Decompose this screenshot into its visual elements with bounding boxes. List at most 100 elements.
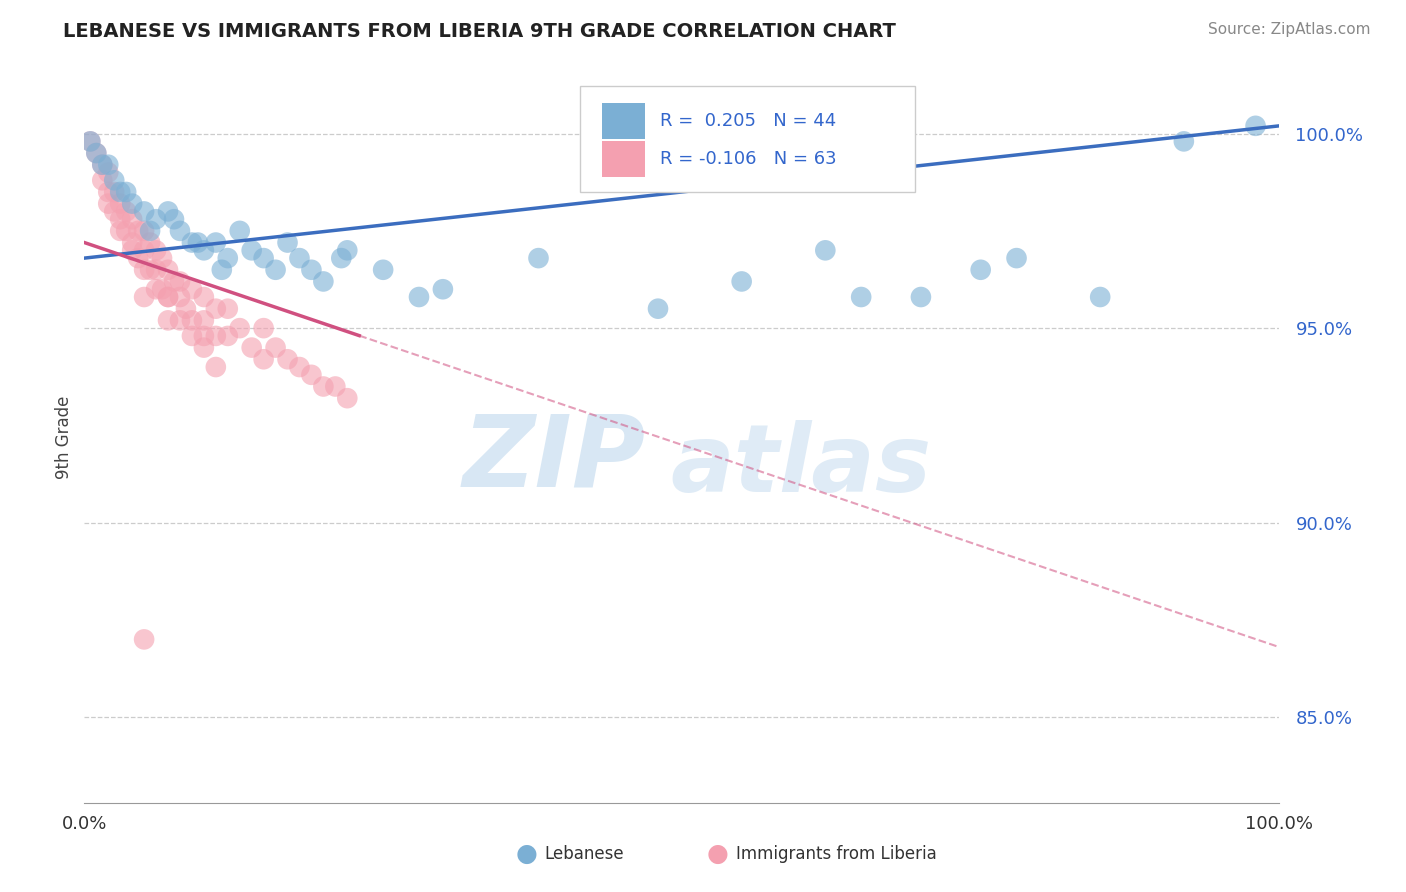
Point: [205, 329, 228, 343]
FancyBboxPatch shape: [602, 103, 645, 138]
Point: [139, 262, 162, 277]
Point: [157, 313, 180, 327]
Point: [121, 212, 143, 227]
Point: [181, 313, 204, 327]
Point: [132, 290, 156, 304]
Point: [169, 224, 191, 238]
Point: [1244, 119, 1267, 133]
Point: [910, 290, 932, 304]
Point: [115, 204, 138, 219]
Point: [193, 341, 215, 355]
Point: [432, 282, 454, 296]
Point: [103, 185, 125, 199]
Point: [217, 301, 239, 316]
Point: [336, 244, 359, 258]
Point: [127, 224, 149, 238]
Text: R = -0.106   N = 63: R = -0.106 N = 63: [661, 150, 837, 168]
Point: [229, 321, 252, 335]
Point: [731, 275, 754, 289]
Point: [373, 262, 395, 277]
Point: [115, 185, 138, 199]
Point: [110, 185, 132, 199]
Point: [132, 244, 156, 258]
Point: [110, 224, 132, 238]
Point: [79, 135, 101, 149]
Point: [277, 235, 299, 250]
Point: [312, 379, 335, 393]
Point: [211, 262, 233, 277]
Point: [193, 290, 215, 304]
Point: [181, 329, 204, 343]
Point: [110, 212, 132, 227]
Text: Immigrants from Liberia: Immigrants from Liberia: [735, 845, 936, 863]
Point: [193, 329, 215, 343]
Point: [86, 146, 108, 161]
Text: LEBANESE VS IMMIGRANTS FROM LIBERIA 9TH GRADE CORRELATION CHART: LEBANESE VS IMMIGRANTS FROM LIBERIA 9TH …: [63, 22, 896, 41]
Text: R =  0.205   N = 44: R = 0.205 N = 44: [661, 112, 837, 129]
Point: [253, 352, 276, 367]
FancyBboxPatch shape: [602, 141, 645, 177]
Text: ●: ●: [707, 842, 728, 866]
Y-axis label: 9th Grade: 9th Grade: [55, 395, 73, 479]
Point: [851, 290, 873, 304]
Point: [121, 196, 143, 211]
Point: [163, 212, 186, 227]
Point: [253, 251, 276, 265]
Point: [277, 352, 299, 367]
Point: [97, 158, 120, 172]
Point: [181, 282, 204, 296]
Point: [150, 251, 173, 265]
Point: [527, 251, 550, 265]
Point: [127, 251, 149, 265]
Point: [103, 204, 125, 219]
Text: ZIP: ZIP: [463, 410, 647, 508]
Point: [240, 244, 263, 258]
Point: [647, 301, 669, 316]
Point: [288, 251, 311, 265]
Point: [110, 196, 132, 211]
Point: [97, 165, 120, 179]
Point: [157, 204, 180, 219]
Point: [97, 196, 120, 211]
Point: [132, 204, 156, 219]
Point: [217, 329, 239, 343]
Point: [121, 235, 143, 250]
Point: [86, 146, 108, 161]
Point: [139, 235, 162, 250]
Point: [1005, 251, 1028, 265]
Point: [103, 173, 125, 187]
Point: [157, 262, 180, 277]
Point: [408, 290, 430, 304]
Point: [288, 359, 311, 374]
Point: [312, 275, 335, 289]
Point: [157, 290, 180, 304]
Point: [145, 262, 167, 277]
Point: [115, 224, 138, 238]
Point: [1090, 290, 1112, 304]
Point: [205, 359, 228, 374]
Point: [301, 262, 323, 277]
Point: [174, 301, 197, 316]
Point: [121, 244, 143, 258]
Point: [253, 321, 276, 335]
Point: [150, 282, 173, 296]
Text: Source: ZipAtlas.com: Source: ZipAtlas.com: [1208, 22, 1371, 37]
Point: [91, 158, 114, 172]
Point: [97, 185, 120, 199]
Point: [163, 275, 186, 289]
Text: Lebanese: Lebanese: [544, 845, 624, 863]
Point: [91, 158, 114, 172]
Point: [169, 313, 191, 327]
FancyBboxPatch shape: [581, 86, 915, 192]
Point: [91, 173, 114, 187]
Point: [217, 251, 239, 265]
Point: [814, 244, 837, 258]
Point: [181, 235, 204, 250]
Point: [970, 262, 993, 277]
Point: [145, 212, 167, 227]
Point: [325, 379, 347, 393]
Point: [229, 224, 252, 238]
Point: [145, 282, 167, 296]
Point: [330, 251, 353, 265]
Point: [264, 341, 287, 355]
